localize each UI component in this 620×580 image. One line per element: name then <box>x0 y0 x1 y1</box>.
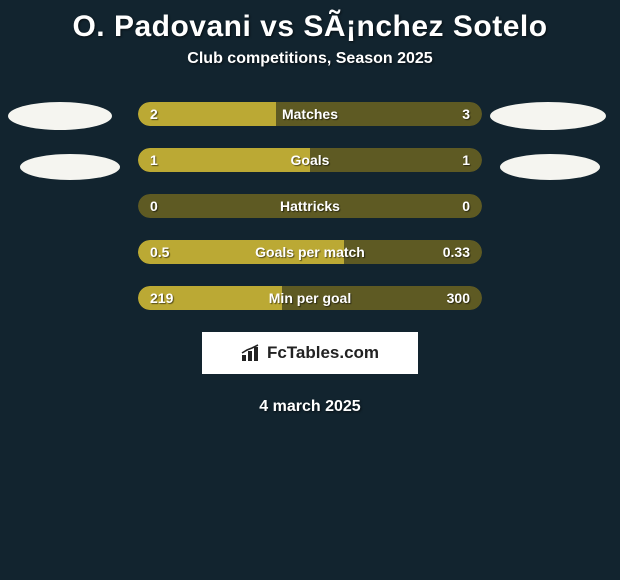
stat-row: 1 Goals 1 <box>138 148 482 172</box>
player-photo-placeholder <box>8 102 112 130</box>
stat-value-right: 3 <box>462 102 470 126</box>
page-subtitle: Club competitions, Season 2025 <box>0 50 620 68</box>
chart-rows: 2 Matches 3 1 Goals 1 0 Hattricks 0 0.5 Goals per … <box>138 102 482 310</box>
site-logo: FcTables.com <box>202 332 418 374</box>
stat-value-right: 0 <box>462 194 470 218</box>
stat-value-left: 0.5 <box>150 240 169 264</box>
comparison-chart: 2 Matches 3 1 Goals 1 0 Hattricks 0 0.5 Goals per … <box>0 102 620 310</box>
stat-fill-left <box>138 148 310 172</box>
stat-row: 0.5 Goals per match 0.33 <box>138 240 482 264</box>
logo-text: FcTables.com <box>267 343 379 363</box>
stat-value-left: 1 <box>150 148 158 172</box>
stat-row: 219 Min per goal 300 <box>138 286 482 310</box>
stat-value-left: 0 <box>150 194 158 218</box>
stat-value-left: 2 <box>150 102 158 126</box>
stat-label: Hattricks <box>280 194 340 218</box>
stat-value-left: 219 <box>150 286 173 310</box>
page-title: O. Padovani vs SÃ¡nchez Sotelo <box>0 0 620 50</box>
stat-label: Goals per match <box>255 240 365 264</box>
stat-row: 2 Matches 3 <box>138 102 482 126</box>
bars-icon <box>241 344 263 362</box>
stat-value-right: 300 <box>447 286 470 310</box>
stat-label: Matches <box>282 102 338 126</box>
stat-label: Goals <box>291 148 330 172</box>
stat-fill-left <box>138 102 276 126</box>
stat-value-right: 1 <box>462 148 470 172</box>
player-photo-placeholder <box>20 154 120 180</box>
chart-date: 4 march 2025 <box>0 398 620 416</box>
player-photo-placeholder <box>500 154 600 180</box>
stat-value-right: 0.33 <box>443 240 470 264</box>
player-photo-placeholder <box>490 102 606 130</box>
stat-row: 0 Hattricks 0 <box>138 194 482 218</box>
stat-label: Min per goal <box>269 286 351 310</box>
